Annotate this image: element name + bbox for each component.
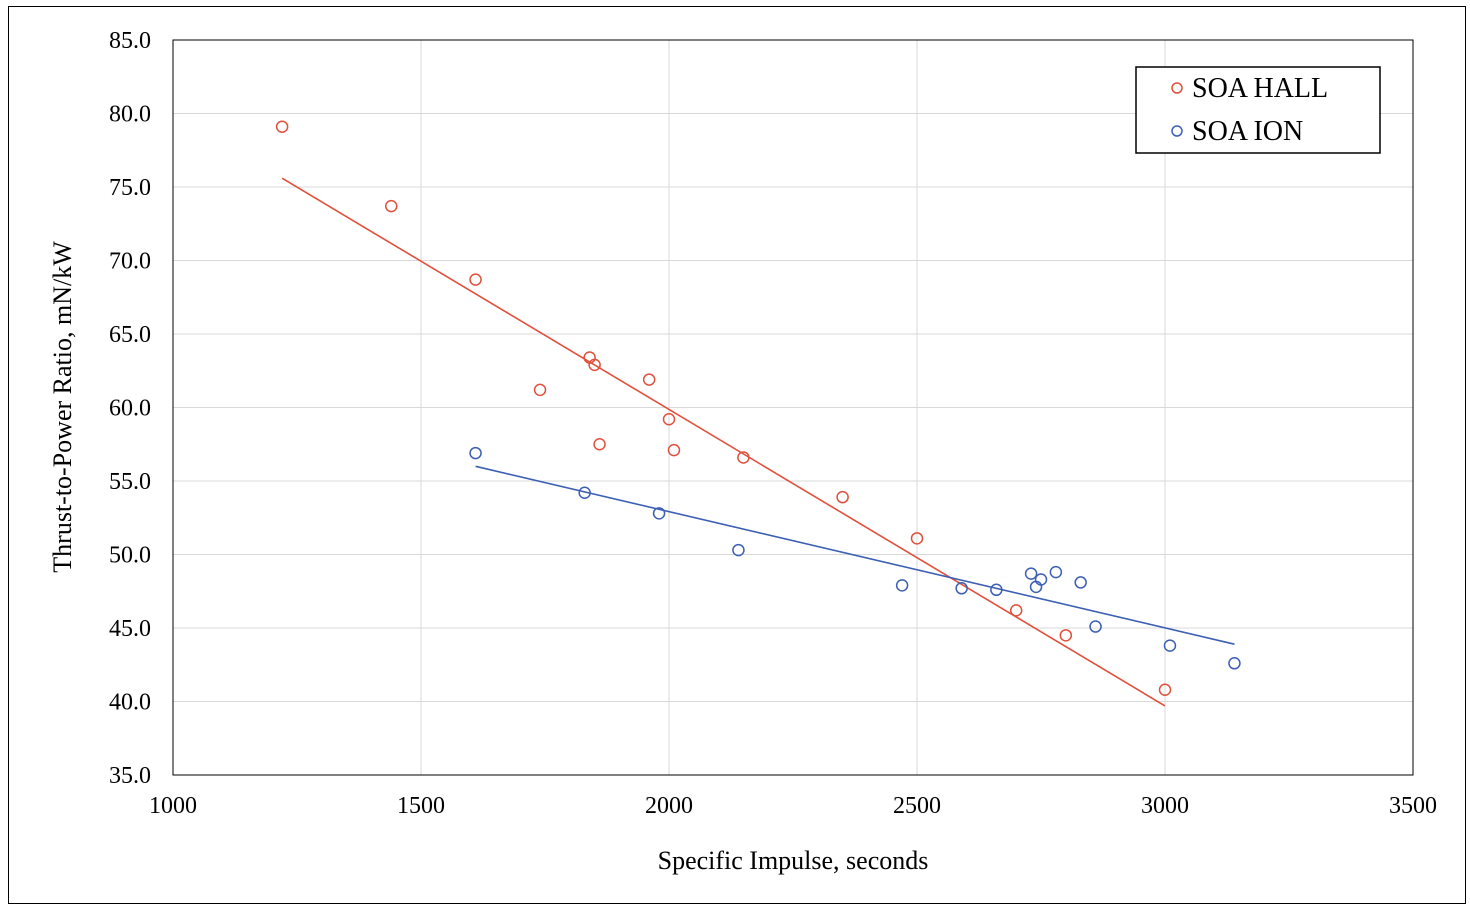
point-soa-ion (732, 543, 745, 557)
y-tick-label: 50.0 (109, 543, 151, 569)
x-tick-label: 1500 (397, 793, 445, 819)
point-soa-ion (469, 446, 482, 460)
chart-frame: 1000 1500 2000 2500 3000 3500 35.0 40.0 45.0 50.0… (8, 6, 1466, 904)
legend-box (1135, 66, 1381, 154)
point-soa-ion (1049, 565, 1063, 579)
point-soa-hall (384, 199, 398, 213)
y-tick-label: 45.0 (109, 616, 151, 642)
point-soa-hall (469, 273, 482, 286)
point-soa-ion (1089, 620, 1102, 633)
y-tick-label: 70.0 (109, 249, 151, 275)
x-tick-label: 2500 (893, 793, 941, 819)
point-soa-ion (955, 582, 968, 595)
trendline-soa-ion (475, 465, 1235, 645)
point-soa-hall (593, 438, 606, 451)
y-tick-label: 75.0 (109, 175, 151, 201)
chart-svg: 1000 1500 2000 2500 3000 3500 35.0 40.0 45.0 50.0… (48, 28, 1437, 875)
point-soa-ion (652, 507, 666, 520)
x-tick-label: 2000 (645, 793, 693, 819)
y-tick-label: 55.0 (109, 469, 151, 495)
point-soa-hall (667, 443, 681, 457)
x-tick-label: 3000 (1141, 793, 1189, 819)
legend-label-soa-ion: SOA ION (1192, 116, 1303, 147)
data-points (275, 120, 1241, 696)
y-tick-label: 85.0 (109, 28, 151, 54)
y-tick-label: 40.0 (109, 690, 151, 716)
x-tick-label: 1000 (149, 793, 197, 819)
x-axis-title: Specific Impulse, seconds (658, 846, 929, 875)
point-soa-ion (1024, 567, 1038, 580)
point-soa-hall (1059, 629, 1073, 642)
plot-area-border (172, 39, 1414, 776)
trendline-soa-hall (281, 177, 1166, 707)
point-soa-ion (990, 583, 1003, 597)
legend-marker-soa-hall (1171, 82, 1183, 94)
point-soa-hall (642, 373, 656, 386)
legend-label-soa-hall: SOA HALL (1192, 73, 1328, 104)
point-soa-ion (1034, 573, 1048, 586)
y-tick-label: 60.0 (109, 396, 151, 422)
point-soa-ion (1228, 657, 1241, 670)
y-tick-label: 65.0 (109, 322, 151, 348)
point-soa-hall (1158, 683, 1172, 696)
point-soa-ion (1163, 639, 1177, 652)
point-soa-ion (895, 579, 909, 592)
point-soa-hall (1009, 604, 1023, 617)
point-soa-hall (836, 490, 849, 504)
tick-labels: 1000 1500 2000 2500 3000 3500 35.0 40.0 45.0 50.0… (109, 28, 1437, 819)
point-soa-hall (588, 358, 601, 372)
point-soa-hall (662, 413, 676, 426)
point-soa-ion (1074, 576, 1087, 589)
point-soa-hall (275, 120, 289, 133)
trendlines (281, 177, 1235, 707)
y-axis-title: Thrust-to-Power Ratio, mN/kW (48, 241, 77, 573)
x-tick-label: 3500 (1389, 793, 1437, 819)
y-tick-label: 80.0 (109, 102, 151, 128)
point-soa-ion (578, 486, 591, 500)
point-soa-hall (737, 451, 750, 464)
legend-marker-soa-ion (1171, 125, 1183, 137)
point-soa-hall (910, 532, 924, 545)
y-tick-label: 35.0 (109, 763, 151, 789)
legend: SOA HALL SOA ION (1135, 66, 1381, 154)
point-soa-hall (533, 383, 547, 397)
